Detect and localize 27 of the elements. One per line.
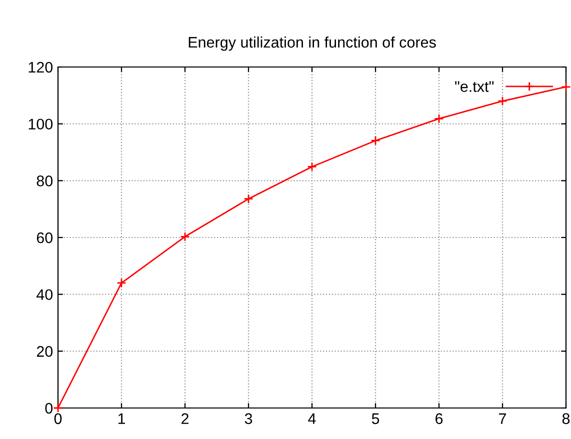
legend-label: "e.txt": [455, 81, 494, 92]
y-tick-label: 100: [28, 118, 53, 130]
point: [561, 82, 571, 92]
y-tick-label: 80: [36, 176, 53, 186]
y-tick-label: 0: [45, 402, 53, 414]
y-tick-label: 40: [36, 289, 53, 300]
x-tick-label: 4: [308, 413, 316, 424]
x-tick-label: 0: [54, 413, 62, 424]
point: [53, 403, 63, 413]
point: [370, 136, 380, 146]
point: [244, 194, 254, 204]
x-tick-label: 7: [499, 413, 506, 424]
x-tick-label: 2: [182, 413, 188, 424]
point: [498, 96, 508, 106]
x-tick-label: 5: [372, 413, 380, 424]
point: [434, 114, 444, 124]
y-tick-label: 20: [36, 346, 53, 357]
chart-title: Energy utilization in function of cores: [188, 36, 436, 51]
y-tick-label: 120: [28, 62, 53, 73]
x-tick-label: 8: [562, 413, 570, 424]
point: [180, 232, 190, 242]
point: [116, 278, 126, 288]
y-tick-label: 60: [36, 232, 53, 244]
x-tick-label: 6: [436, 413, 443, 424]
x-tick-label: 3: [244, 413, 252, 424]
x-tick-label: 1: [118, 413, 126, 424]
point: [307, 162, 317, 172]
